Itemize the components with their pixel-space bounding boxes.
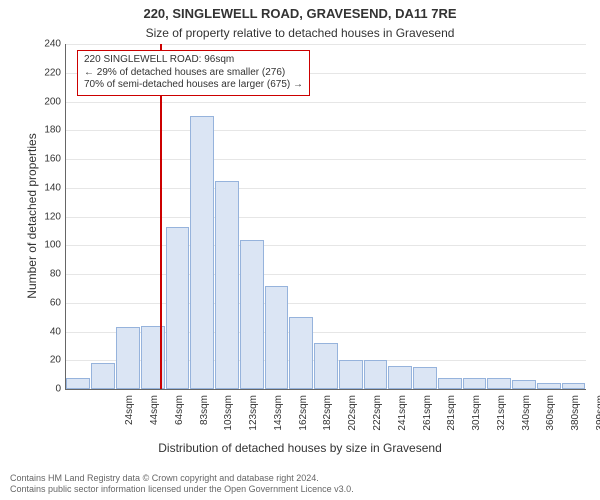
- gridline: [66, 217, 586, 218]
- histogram-bar: [413, 367, 437, 389]
- xtick-label: 202sqm: [347, 395, 358, 445]
- reference-line: [160, 44, 162, 389]
- xtick-label: 83sqm: [199, 395, 210, 445]
- histogram-bar: [364, 360, 388, 389]
- ytick-label: 220: [31, 67, 61, 78]
- chart-subtitle: Size of property relative to detached ho…: [0, 26, 600, 40]
- gridline: [66, 130, 586, 131]
- xtick-label: 123sqm: [248, 395, 259, 445]
- footer-attribution: Contains HM Land Registry data © Crown c…: [0, 473, 600, 496]
- annotation-line-3: 70% of semi-detached houses are larger (…: [84, 79, 303, 92]
- histogram-bar: [463, 378, 487, 390]
- gridline: [66, 188, 586, 189]
- histogram-bar: [314, 343, 338, 389]
- ytick-label: 0: [31, 384, 61, 395]
- ytick-label: 200: [31, 96, 61, 107]
- histogram-bar: [265, 286, 289, 390]
- histogram-bar: [438, 378, 462, 390]
- xtick-label: 301sqm: [471, 395, 482, 445]
- ytick-label: 80: [31, 269, 61, 280]
- gridline: [66, 274, 586, 275]
- ytick-label: 240: [31, 39, 61, 50]
- ytick-label: 40: [31, 326, 61, 337]
- xtick-label: 44sqm: [149, 395, 160, 445]
- footer-line-1: Contains HM Land Registry data © Crown c…: [10, 473, 600, 485]
- histogram-bar: [537, 383, 561, 389]
- plot-area: [65, 44, 586, 390]
- histogram-bar: [215, 181, 239, 389]
- ytick-label: 160: [31, 154, 61, 165]
- ytick-label: 140: [31, 182, 61, 193]
- chart-title: 220, SINGLEWELL ROAD, GRAVESEND, DA11 7R…: [0, 6, 600, 21]
- footer-line-2: Contains public sector information licen…: [10, 484, 600, 496]
- xtick-label: 399sqm: [595, 395, 600, 445]
- xtick-label: 24sqm: [124, 395, 135, 445]
- xtick-label: 162sqm: [298, 395, 309, 445]
- histogram-bar: [190, 116, 214, 389]
- gridline: [66, 159, 586, 160]
- gridline: [66, 245, 586, 246]
- histogram-bar: [562, 383, 586, 389]
- histogram-bar: [289, 317, 313, 389]
- ytick-label: 20: [31, 355, 61, 366]
- xtick-label: 281sqm: [446, 395, 457, 445]
- xtick-label: 340sqm: [521, 395, 532, 445]
- chart-container: { "title": "220, SINGLEWELL ROAD, GRAVES…: [0, 0, 600, 500]
- xtick-label: 321sqm: [496, 395, 507, 445]
- histogram-bar: [116, 327, 140, 389]
- gridline: [66, 303, 586, 304]
- annotation-line-1: 220 SINGLEWELL ROAD: 96sqm: [84, 54, 303, 67]
- ytick-label: 60: [31, 297, 61, 308]
- histogram-bar: [487, 378, 511, 390]
- ytick-label: 100: [31, 240, 61, 251]
- annotation-box: 220 SINGLEWELL ROAD: 96sqm ← 29% of deta…: [77, 50, 310, 96]
- ytick-label: 180: [31, 125, 61, 136]
- xtick-label: 360sqm: [545, 395, 556, 445]
- xtick-label: 241sqm: [397, 395, 408, 445]
- xtick-label: 380sqm: [570, 395, 581, 445]
- annotation-line-2: ← 29% of detached houses are smaller (27…: [84, 67, 303, 80]
- xtick-label: 182sqm: [322, 395, 333, 445]
- histogram-bar: [512, 380, 536, 389]
- histogram-bar: [66, 378, 90, 390]
- histogram-bar: [166, 227, 190, 389]
- xtick-label: 261sqm: [422, 395, 433, 445]
- ytick-label: 120: [31, 211, 61, 222]
- gridline: [66, 44, 586, 45]
- xtick-label: 103sqm: [223, 395, 234, 445]
- xtick-label: 64sqm: [174, 395, 185, 445]
- histogram-bar: [388, 366, 412, 389]
- gridline: [66, 102, 586, 103]
- histogram-bar: [339, 360, 363, 389]
- histogram-bar: [91, 363, 115, 389]
- xtick-label: 222sqm: [372, 395, 383, 445]
- histogram-bar: [240, 240, 264, 390]
- xtick-label: 143sqm: [273, 395, 284, 445]
